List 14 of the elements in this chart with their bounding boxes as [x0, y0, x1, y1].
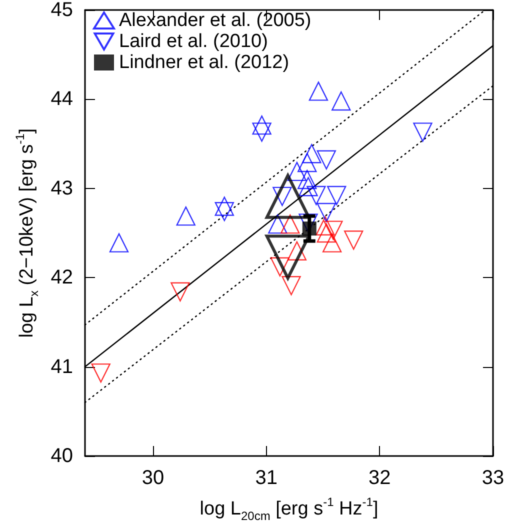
x-tick-label: 32 [368, 467, 391, 489]
y-tick-label: 44 [50, 88, 73, 110]
x-tick-label: 30 [142, 467, 164, 489]
legend-label: Laird et al. (2010) [119, 31, 268, 52]
x-tick-label: 33 [482, 467, 504, 489]
y-tick-label: 42 [50, 266, 73, 289]
legend-label: Alexander et al. (2005) [119, 10, 312, 31]
y-tick-label: 43 [50, 177, 73, 200]
x-tick-label: 31 [255, 467, 278, 489]
y-tick-label: 45 [50, 0, 73, 21]
y-tick-label: 41 [50, 356, 73, 378]
y-axis-title: log Lx (2−10keV) [erg s-1] [12, 128, 41, 338]
y-tick-label: 40 [50, 445, 73, 467]
legend-label: Lindner et al. (2012) [119, 52, 290, 73]
